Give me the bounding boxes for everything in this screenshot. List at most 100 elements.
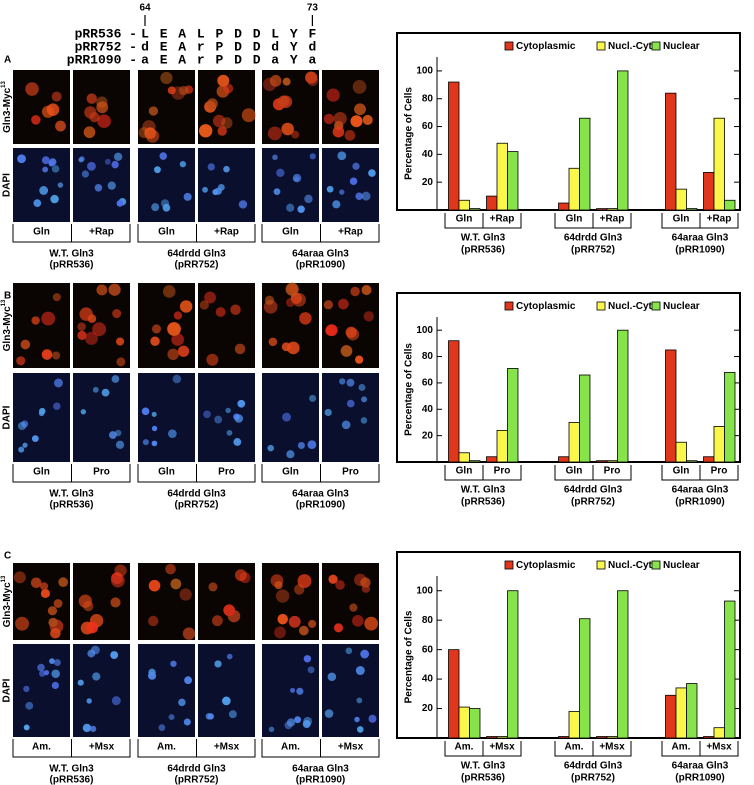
cell (179, 160, 187, 168)
x-tick-label: Gln (456, 214, 473, 225)
cell (113, 152, 123, 161)
row-label-sup: 13 (1, 575, 7, 582)
residue: a (308, 52, 316, 67)
legend-label: Nuclear (663, 560, 700, 571)
cell (111, 696, 121, 706)
micrograph (138, 373, 195, 462)
y-tick-label: 80 (422, 615, 434, 626)
cell (17, 154, 26, 164)
x-tick-label: Gln (456, 466, 473, 477)
cell (52, 293, 61, 302)
bar (568, 167, 580, 211)
cell (81, 170, 89, 178)
condition-label: +Rap (89, 227, 114, 238)
bar (596, 460, 608, 463)
residue: r (197, 39, 205, 54)
legend-swatch (651, 560, 661, 570)
y-tick-label: 60 (422, 644, 434, 655)
cell (207, 163, 215, 171)
x-tick-label: Pro (494, 466, 511, 477)
cell (171, 333, 184, 346)
bracket (554, 741, 632, 757)
cell (268, 337, 278, 347)
bar (617, 590, 629, 739)
cell (173, 311, 183, 320)
group-note: (pRR752) (571, 497, 615, 508)
panel-letter: C (4, 551, 11, 562)
bar (703, 736, 715, 739)
condition-label: Am. (32, 742, 51, 753)
sequence-name: pRR752 - (75, 39, 137, 54)
cell (346, 399, 355, 408)
cell (86, 93, 97, 104)
row-label-text: Gln3-Myc (2, 306, 13, 351)
cell (178, 85, 189, 96)
group-note: (pRR536) (461, 245, 505, 256)
cell (38, 410, 45, 417)
cell (172, 374, 182, 384)
cell (111, 573, 125, 588)
residue: E (160, 26, 168, 41)
bracket (12, 739, 131, 758)
cell (304, 194, 313, 204)
group-label: 64drdd Gln3 (564, 485, 623, 496)
cell (226, 653, 233, 660)
cell (167, 322, 181, 336)
bracket (444, 741, 522, 757)
cell (107, 181, 116, 190)
plasmid-label: (pRR752) (175, 260, 219, 271)
group-label: W.T. Gln3 (461, 485, 506, 496)
cell (354, 716, 360, 723)
cell (294, 584, 305, 595)
bar (507, 368, 519, 463)
condition-label: Gln (158, 467, 175, 478)
residue: d (141, 39, 149, 54)
micrograph (73, 644, 130, 737)
x-tick-label: Gln (566, 214, 583, 225)
bar (458, 452, 470, 463)
residue: P (215, 52, 223, 67)
residue: L (141, 26, 149, 41)
cell (274, 626, 286, 639)
cell (269, 75, 282, 87)
bracket (444, 465, 522, 481)
bar (558, 202, 570, 211)
cell (275, 589, 290, 603)
bracket (261, 739, 380, 758)
bar (448, 81, 460, 211)
cell (114, 564, 127, 577)
bracket (261, 464, 380, 483)
cell (344, 130, 356, 141)
cell (53, 599, 63, 608)
cell (289, 285, 298, 294)
bracket (661, 465, 739, 481)
cell (339, 189, 345, 195)
bar (496, 736, 508, 739)
bar (496, 142, 508, 211)
cell (16, 356, 26, 366)
x-tick-label: +Rap (707, 214, 732, 225)
bar (469, 460, 481, 463)
condition-label: +Msx (214, 742, 240, 753)
plasmid-label: (pRR536) (50, 260, 94, 271)
y-tick-label: 20 (422, 703, 434, 714)
cell (303, 655, 312, 663)
cell (84, 331, 98, 345)
strain-label: 64araa Gln3 (292, 489, 349, 500)
cell (54, 378, 63, 388)
cell (151, 203, 160, 212)
cell (78, 594, 92, 608)
cell (328, 574, 338, 584)
cell (282, 412, 292, 422)
bracket (137, 464, 256, 483)
cell (108, 283, 121, 296)
micrograph (262, 283, 319, 368)
bar (596, 736, 608, 739)
cell (39, 670, 46, 677)
cell (364, 616, 379, 631)
residue: L (271, 26, 279, 41)
group-note: (pRR536) (461, 497, 505, 508)
cell (116, 357, 126, 367)
micrograph (322, 148, 379, 222)
cell (327, 672, 337, 682)
